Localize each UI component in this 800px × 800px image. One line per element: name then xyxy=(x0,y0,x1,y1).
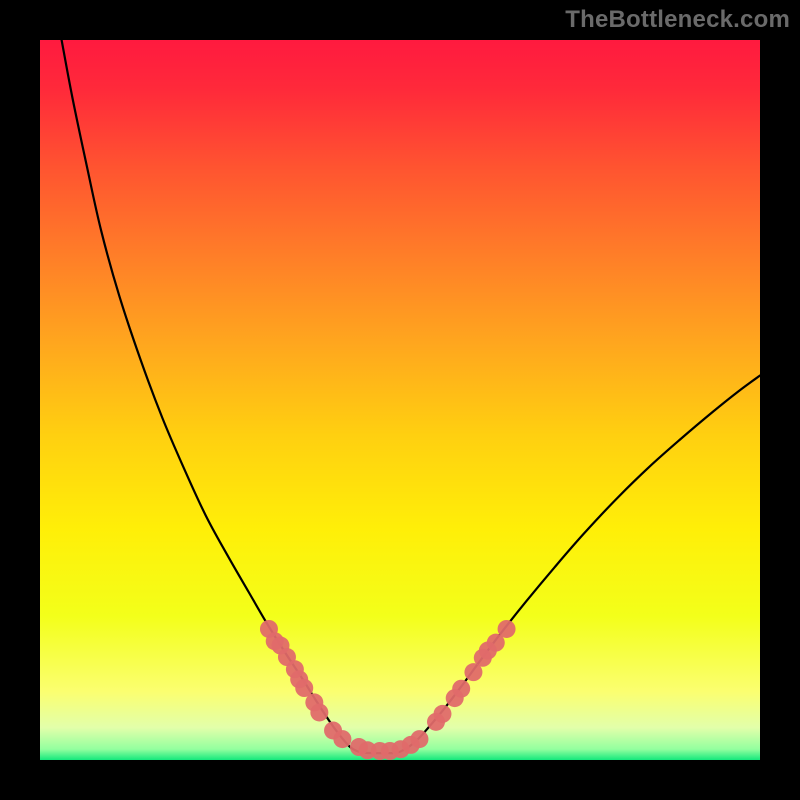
bottleneck-curve-chart xyxy=(40,40,760,760)
plot-background xyxy=(40,40,760,760)
data-point xyxy=(433,705,451,723)
data-point xyxy=(333,730,351,748)
data-point xyxy=(498,620,516,638)
data-point xyxy=(452,680,470,698)
data-point xyxy=(310,703,328,721)
chart-frame: TheBottleneck.com xyxy=(0,0,800,800)
watermark-text: TheBottleneck.com xyxy=(565,6,790,34)
data-point xyxy=(410,730,428,748)
